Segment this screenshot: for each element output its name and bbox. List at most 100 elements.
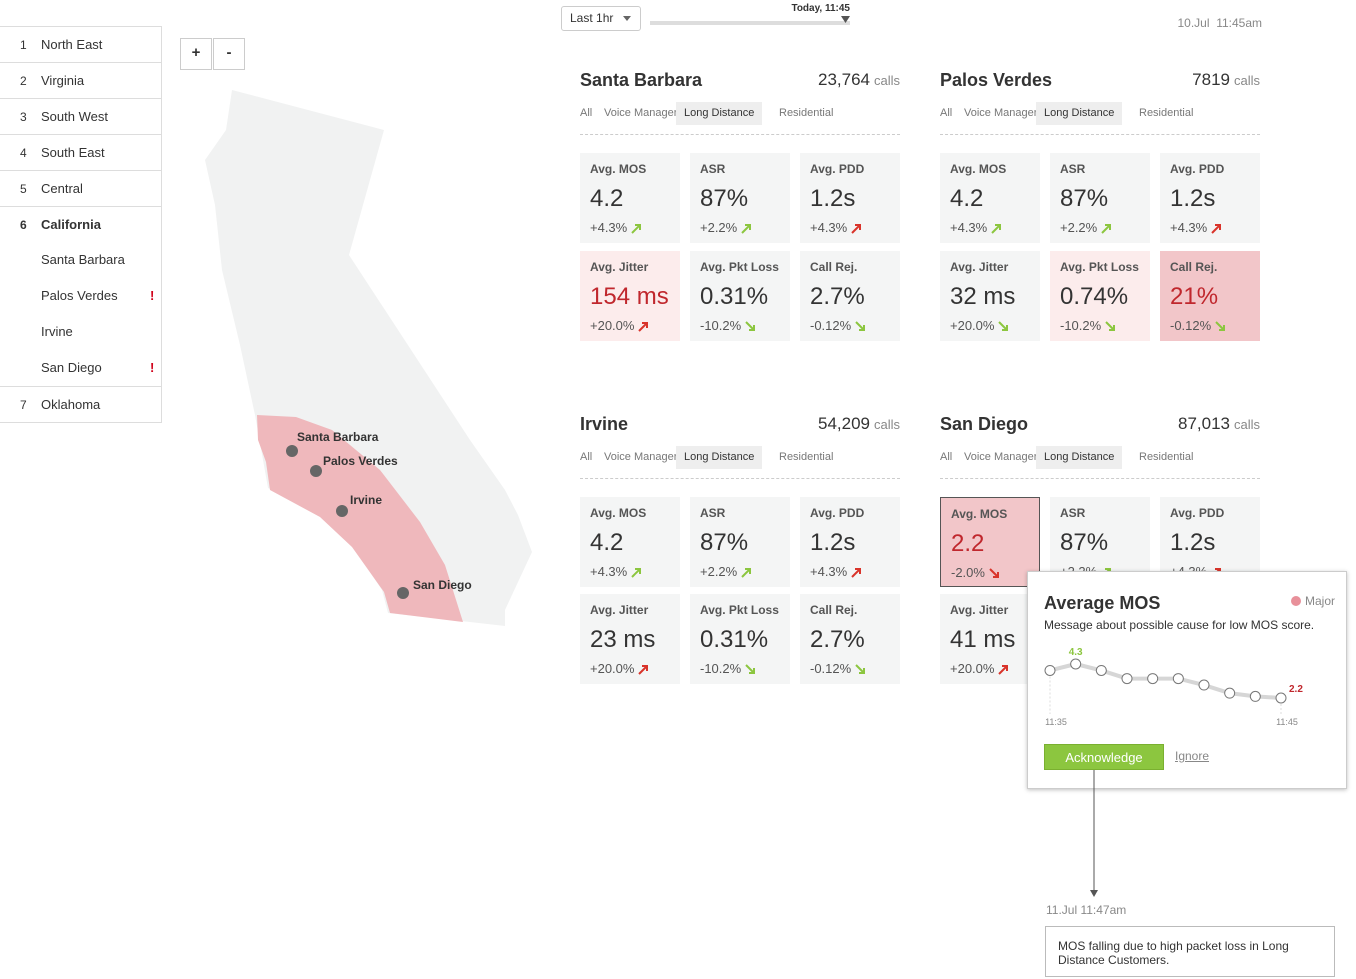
sidebar-item[interactable]: 7 Oklahoma bbox=[0, 386, 162, 423]
city-dot[interactable] bbox=[336, 505, 348, 517]
metric-card[interactable]: Avg. Jitter 23 ms +20.0% bbox=[580, 594, 680, 684]
metric-change: -10.2% bbox=[1060, 318, 1116, 333]
metric-card[interactable]: Avg. MOS 4.2 +4.3% bbox=[940, 153, 1040, 243]
metric-value: 4.2 bbox=[950, 185, 984, 212]
metric-card[interactable]: Avg. Pkt Loss 0.74% -10.2% bbox=[1050, 251, 1150, 341]
tab[interactable]: Residential bbox=[779, 107, 834, 119]
tab[interactable]: Long Distance bbox=[676, 446, 763, 469]
sidebar-item[interactable]: 4 South East bbox=[0, 134, 162, 171]
city-label: San Diego bbox=[413, 578, 472, 592]
arrow-path bbox=[631, 568, 642, 578]
acknowledge-button[interactable]: Acknowledge bbox=[1044, 744, 1164, 770]
metric-value: 21% bbox=[1170, 283, 1219, 310]
metric-card[interactable]: Call Rej. 21% -0.12% bbox=[1160, 251, 1260, 341]
sidebar-subitem[interactable]: Palos Verdes! bbox=[0, 278, 162, 314]
metric-change: -2.0% bbox=[951, 565, 1000, 580]
metric-card[interactable]: Avg. MOS 2.2 -2.0% bbox=[940, 497, 1040, 587]
metric-card[interactable]: Avg. Jitter 32 ms +20.0% bbox=[940, 251, 1040, 341]
metric-card[interactable]: Call Rej. 2.7% -0.12% bbox=[800, 251, 900, 341]
arrow-path bbox=[638, 665, 649, 675]
metric-card[interactable]: Avg. Pkt Loss 0.31% -10.2% bbox=[690, 251, 790, 341]
metric-value: 4.2 bbox=[590, 185, 624, 212]
tab[interactable]: Voice Manager bbox=[604, 451, 678, 463]
change-text: +4.3% bbox=[1170, 220, 1208, 235]
item-number: 4 bbox=[20, 146, 27, 160]
metric-card[interactable]: Avg. MOS 4.2 +4.3% bbox=[580, 497, 680, 587]
tab[interactable]: All bbox=[940, 451, 953, 463]
metric-card[interactable]: Avg. Jitter 41 ms +20.0% bbox=[940, 594, 1040, 684]
metric-card[interactable]: ASR 87% +2.2% bbox=[690, 153, 790, 243]
item-label: Palos Verdes bbox=[41, 288, 118, 303]
metric-change: +2.2% bbox=[700, 220, 752, 235]
metric-value: 87% bbox=[700, 529, 749, 556]
metric-card[interactable]: Avg. MOS 4.2 +4.3% bbox=[580, 153, 680, 243]
tab[interactable]: Long Distance bbox=[1036, 102, 1123, 125]
sidebar-item[interactable]: 3 South West bbox=[0, 98, 162, 135]
tab[interactable]: Long Distance bbox=[676, 102, 763, 125]
metric-value: 0.74% bbox=[1060, 283, 1129, 310]
time-slider[interactable] bbox=[650, 21, 850, 25]
ignore-link[interactable]: Ignore bbox=[1175, 749, 1210, 763]
item-label: South West bbox=[41, 109, 108, 124]
tab[interactable]: Voice Manager bbox=[604, 107, 678, 119]
tab[interactable]: Voice Manager bbox=[964, 451, 1038, 463]
city-dot[interactable] bbox=[310, 465, 322, 477]
tab[interactable]: Long Distance bbox=[1036, 446, 1123, 469]
zoom-out[interactable]: - bbox=[213, 38, 245, 70]
tab[interactable]: Residential bbox=[1139, 107, 1194, 119]
metric-label: ASR bbox=[1060, 162, 1086, 176]
change-text: +2.2% bbox=[700, 564, 738, 579]
tab[interactable]: All bbox=[580, 451, 593, 463]
sidebar-subitem[interactable]: Irvine bbox=[0, 314, 162, 350]
sidebar-item[interactable]: 2 Virginia bbox=[0, 62, 162, 99]
arrow-path bbox=[991, 224, 1002, 234]
metric-change: +4.3% bbox=[810, 564, 862, 579]
sidebar-item[interactable]: 5 Central bbox=[0, 170, 162, 207]
sidebar-subitem[interactable]: San Diego! bbox=[0, 350, 162, 386]
metric-card[interactable]: Avg. Pkt Loss 0.31% -10.2% bbox=[690, 594, 790, 684]
tab[interactable]: Residential bbox=[1139, 451, 1194, 463]
city-dot[interactable] bbox=[286, 445, 298, 457]
sidebar-subitem[interactable]: Santa Barbara bbox=[0, 242, 162, 278]
sidebar-item[interactable]: 6 California bbox=[0, 206, 162, 243]
metric-label: Avg. PDD bbox=[1170, 162, 1225, 176]
metric-card[interactable]: ASR 87% +2.2% bbox=[1050, 153, 1150, 243]
range-label: Last 1hr bbox=[570, 11, 614, 25]
tab[interactable]: Residential bbox=[779, 451, 834, 463]
arrow-path bbox=[855, 321, 866, 331]
change-text: -10.2% bbox=[700, 661, 742, 676]
divider bbox=[580, 478, 900, 479]
metric-card[interactable]: Avg. Jitter 154 ms +20.0% bbox=[580, 251, 680, 341]
sparkline: 4.3 2.2 11:35 11:45 bbox=[1044, 647, 1303, 727]
item-label: Oklahoma bbox=[41, 397, 101, 412]
metric-card[interactable]: ASR 87% +2.2% bbox=[690, 497, 790, 587]
city-dot[interactable] bbox=[397, 587, 409, 599]
metric-card[interactable]: Avg. PDD 1.2s +4.3% bbox=[1160, 153, 1260, 243]
arrow-path bbox=[851, 224, 862, 234]
metric-value: 32 ms bbox=[950, 283, 1016, 310]
zoom-in[interactable]: + bbox=[180, 38, 212, 70]
metric-label: Avg. Jitter bbox=[590, 260, 649, 274]
arrow-path bbox=[631, 224, 642, 234]
metric-card[interactable]: Call Rej. 2.7% -0.12% bbox=[800, 594, 900, 684]
metric-card[interactable]: Avg. PDD 1.2s +4.3% bbox=[800, 497, 900, 587]
trend-arrow bbox=[1105, 321, 1116, 331]
metric-card[interactable]: Avg. PDD 1.2s +4.3% bbox=[800, 153, 900, 243]
value-label: 4.3 bbox=[1069, 647, 1083, 658]
metric-label: Avg. Pkt Loss bbox=[1060, 260, 1139, 274]
trend-arrow bbox=[855, 664, 866, 674]
trend-arrow bbox=[741, 224, 752, 234]
tab[interactable]: Voice Manager bbox=[964, 107, 1038, 119]
range-dropdown[interactable]: Last 1hr bbox=[561, 6, 641, 31]
x-label: 11:45 bbox=[1276, 717, 1298, 727]
tab[interactable]: All bbox=[940, 107, 953, 119]
tab[interactable]: All bbox=[580, 107, 593, 119]
slider-handle[interactable] bbox=[841, 16, 850, 23]
metric-value: 0.31% bbox=[700, 283, 769, 310]
data-point bbox=[1147, 673, 1159, 685]
trend-arrow bbox=[998, 665, 1009, 675]
metric-value: 0.31% bbox=[700, 626, 769, 653]
sidebar-item[interactable]: 1 North East bbox=[0, 26, 162, 63]
data-point bbox=[1044, 664, 1056, 676]
change-text: +4.3% bbox=[590, 220, 628, 235]
